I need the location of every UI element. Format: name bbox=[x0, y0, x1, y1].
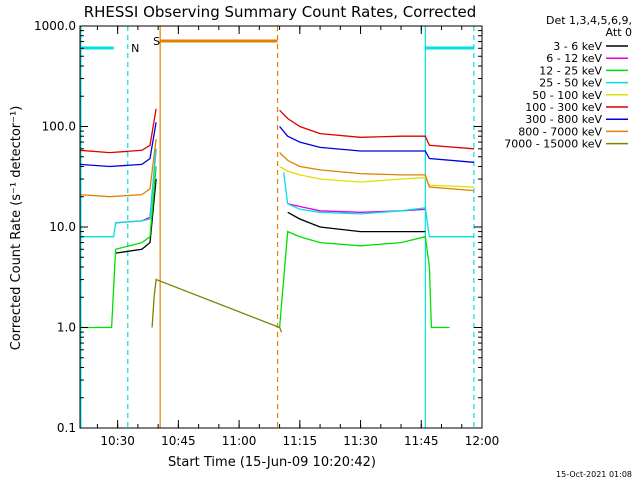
series-line bbox=[79, 139, 474, 198]
annotation-label: N bbox=[131, 42, 139, 55]
y-tick-label: 100.0 bbox=[42, 120, 76, 134]
series-line bbox=[115, 178, 426, 254]
plot-overlay: NS bbox=[80, 26, 475, 428]
x-tick-label: 11:45 bbox=[404, 434, 439, 448]
legend-entry-label: 3 - 6 keV bbox=[553, 40, 602, 53]
chart-title: RHESSI Observing Summary Count Rates, Co… bbox=[84, 3, 477, 21]
legend-entry-label: 50 - 100 keV bbox=[532, 89, 602, 102]
legend-entry-label: 7000 - 15000 keV bbox=[504, 138, 602, 151]
legend-entry-label: 300 - 800 keV bbox=[525, 113, 602, 126]
legend-entry-label: 100 - 300 keV bbox=[525, 101, 602, 114]
series-line bbox=[115, 148, 426, 224]
series-line bbox=[279, 165, 474, 188]
legend-header: Det 1,3,4,5,6,9, bbox=[546, 14, 632, 27]
y-axis-label: Corrected Count Rate (s⁻¹ detector⁻¹) bbox=[9, 106, 24, 351]
y-tick-label: 10.0 bbox=[49, 220, 76, 234]
legend-entry-label: 12 - 25 keV bbox=[539, 64, 602, 77]
axes: 0.1 1.0 10.0 100.0 1000.0 10:30 10:45 11:00 11:1… bbox=[34, 19, 499, 448]
x-tick-label: 10:30 bbox=[100, 434, 135, 448]
series-layer bbox=[79, 108, 474, 333]
y-tick-label: 1000.0 bbox=[34, 19, 76, 33]
x-tick-label: 10:45 bbox=[161, 434, 196, 448]
series-line bbox=[151, 278, 283, 333]
x-tick-label: 11:15 bbox=[283, 434, 318, 448]
x-tick-label: 11:30 bbox=[343, 434, 378, 448]
legend-header: Att 0 bbox=[606, 26, 632, 39]
legend-entry-label: 6 - 12 keV bbox=[546, 52, 602, 65]
annotation-label: S bbox=[153, 35, 160, 48]
y-tick-label: 1.0 bbox=[57, 321, 76, 335]
legend-entry-label: 800 - 7000 keV bbox=[518, 125, 602, 138]
series-line bbox=[79, 122, 474, 168]
series-line bbox=[80, 166, 450, 329]
series-line bbox=[80, 148, 474, 238]
x-tick-label: 11:00 bbox=[222, 434, 257, 448]
x-axis-label: Start Time (15-Jun-09 10:20:42) bbox=[168, 455, 376, 470]
x-tick-label: 12:00 bbox=[465, 434, 500, 448]
series-line bbox=[79, 108, 474, 154]
y-tick-label: 0.1 bbox=[57, 421, 76, 435]
legend-entry-label: 25 - 50 keV bbox=[539, 77, 602, 90]
footer-timestamp: 15-Oct-2021 01:08 bbox=[556, 470, 632, 479]
plot-frame bbox=[79, 25, 483, 429]
